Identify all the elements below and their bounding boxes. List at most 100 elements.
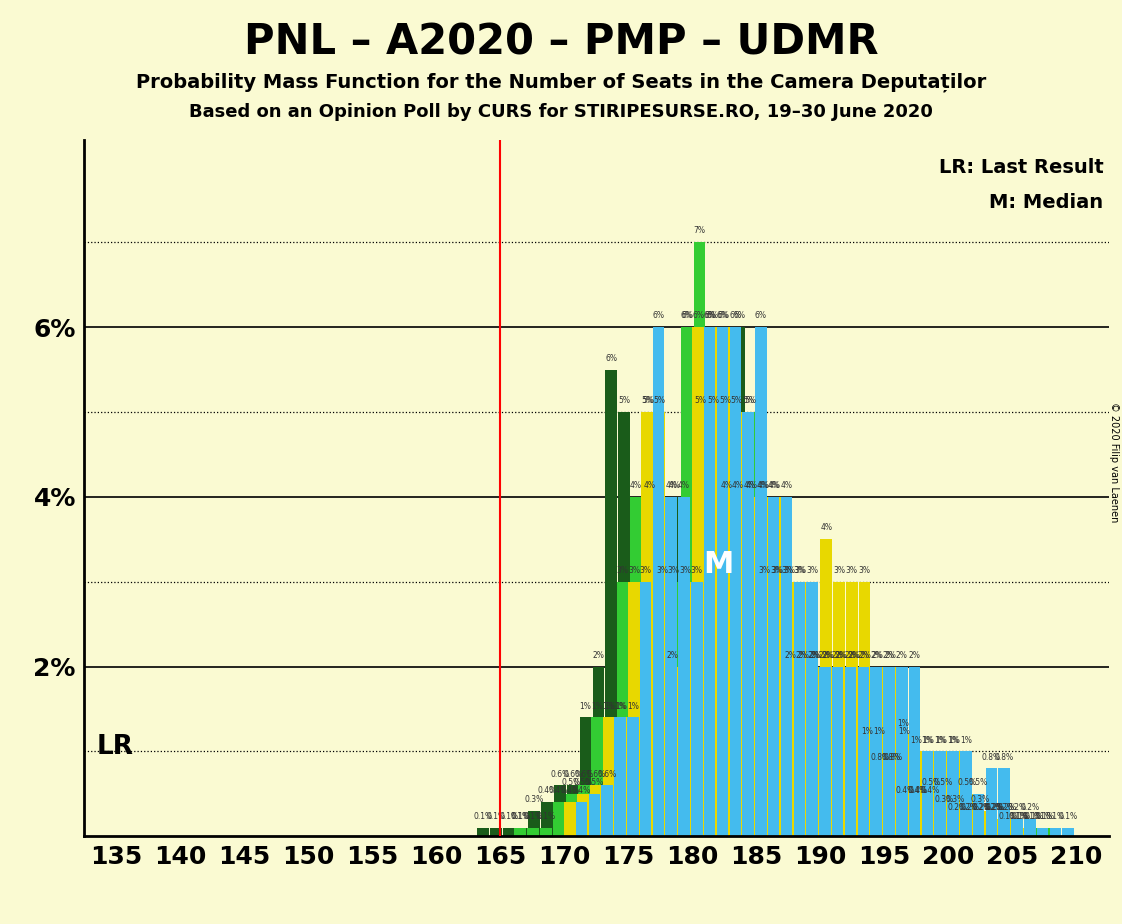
Bar [847, 666, 858, 836]
Text: 0.4%: 0.4% [908, 786, 927, 796]
Bar [912, 802, 925, 836]
Bar [949, 810, 962, 836]
Bar [820, 540, 831, 836]
Text: 4%: 4% [629, 481, 642, 490]
Text: 0.8%: 0.8% [994, 752, 1014, 761]
Text: 2%: 2% [872, 650, 883, 660]
Text: Based on an Opinion Poll by CURS for STIRIPESURSE.RO, 19–30 June 2020: Based on an Opinion Poll by CURS for STI… [190, 103, 932, 121]
Bar [821, 666, 834, 836]
Bar [729, 327, 741, 836]
Bar [964, 820, 975, 836]
Text: 2%: 2% [666, 650, 679, 660]
Text: 3%: 3% [793, 565, 806, 575]
Text: 3%: 3% [691, 565, 702, 575]
Text: 0.2%: 0.2% [1008, 804, 1027, 812]
Text: 0.1%: 0.1% [1009, 812, 1028, 821]
Text: 2%: 2% [883, 650, 895, 660]
Bar [589, 794, 600, 836]
Text: 2%: 2% [884, 650, 896, 660]
Bar [743, 412, 754, 836]
Text: 2%: 2% [895, 650, 908, 660]
Bar [896, 666, 908, 836]
Text: 0.1%: 0.1% [999, 812, 1018, 821]
Bar [808, 666, 819, 836]
Text: 0.4%: 0.4% [549, 786, 568, 796]
Bar [618, 412, 629, 836]
Bar [720, 497, 732, 836]
Text: 0.5%: 0.5% [934, 778, 953, 787]
Text: 0.4%: 0.4% [572, 786, 591, 796]
Text: 0.2%: 0.2% [985, 804, 1005, 812]
Text: 3%: 3% [846, 565, 858, 575]
Bar [693, 242, 706, 836]
Text: 6%: 6% [717, 311, 728, 321]
Bar [541, 802, 553, 836]
Text: 4%: 4% [767, 481, 780, 490]
Bar [911, 802, 923, 836]
Text: © 2020 Filip van Laenen: © 2020 Filip van Laenen [1109, 402, 1119, 522]
Text: 5%: 5% [618, 396, 629, 406]
Text: 6%: 6% [733, 311, 745, 321]
Bar [654, 412, 665, 836]
Text: 6%: 6% [729, 311, 742, 321]
Text: 3%: 3% [668, 565, 680, 575]
Text: 4%: 4% [820, 524, 833, 532]
Bar [990, 820, 1001, 836]
Text: 1%: 1% [615, 701, 627, 711]
Text: 0.1%: 0.1% [523, 812, 543, 821]
Bar [656, 582, 668, 836]
Text: 1%: 1% [921, 736, 934, 745]
Text: 5%: 5% [730, 396, 743, 406]
Bar [1000, 820, 1011, 836]
Bar [975, 820, 987, 836]
Bar [641, 412, 653, 836]
Bar [900, 802, 911, 836]
Text: 6%: 6% [705, 311, 717, 321]
Bar [846, 582, 857, 836]
Bar [899, 743, 910, 836]
Bar [617, 582, 628, 836]
Text: 6%: 6% [755, 311, 766, 321]
Bar [627, 717, 638, 836]
Bar [707, 327, 718, 836]
Text: 2%: 2% [809, 650, 820, 660]
Text: 1%: 1% [580, 701, 591, 711]
Bar [666, 666, 679, 836]
Bar [936, 751, 947, 836]
Text: 6%: 6% [682, 311, 693, 321]
Text: 2%: 2% [845, 650, 856, 660]
Bar [604, 717, 616, 836]
Bar [974, 810, 985, 836]
Bar [719, 412, 730, 836]
Bar [668, 582, 680, 836]
Bar [985, 769, 997, 836]
Bar [732, 497, 744, 836]
Bar [680, 582, 691, 836]
Bar [1001, 820, 1012, 836]
Bar [565, 794, 577, 836]
Text: 1%: 1% [947, 736, 959, 745]
Text: 3%: 3% [782, 565, 793, 575]
Text: 3%: 3% [628, 565, 641, 575]
Bar [757, 497, 770, 836]
Bar [935, 751, 946, 836]
Bar [873, 743, 884, 836]
Text: 3%: 3% [640, 565, 652, 575]
Bar [692, 327, 703, 836]
Bar [987, 820, 999, 836]
Bar [703, 327, 716, 836]
Text: 3%: 3% [833, 565, 845, 575]
Bar [628, 582, 640, 836]
Text: 5%: 5% [642, 396, 654, 406]
Bar [898, 735, 909, 836]
Text: 0.1%: 0.1% [1036, 812, 1055, 821]
Text: Probability Mass Function for the Number of Seats in the Camera Deputaților: Probability Mass Function for the Number… [136, 72, 986, 91]
Text: 1%: 1% [614, 701, 626, 711]
Text: 2%: 2% [848, 650, 861, 660]
Text: 0.1%: 0.1% [486, 812, 505, 821]
Text: 4%: 4% [769, 481, 781, 490]
Text: 6%: 6% [692, 311, 705, 321]
Bar [973, 794, 984, 836]
Bar [834, 582, 845, 836]
Text: 5%: 5% [742, 396, 754, 406]
